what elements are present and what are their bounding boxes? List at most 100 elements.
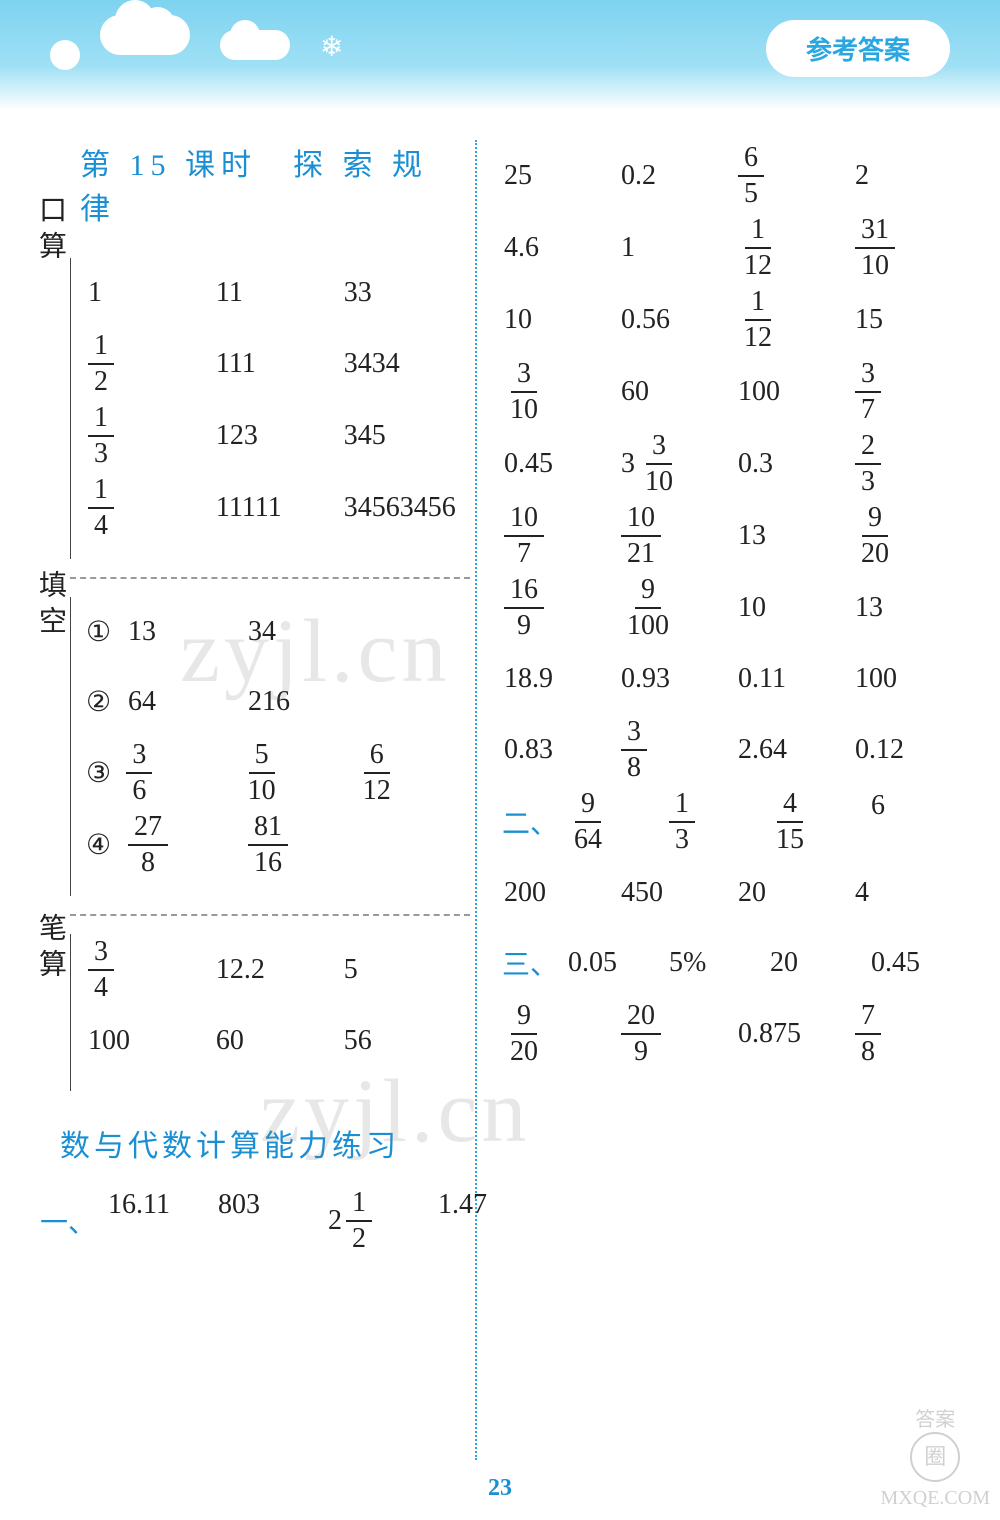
table-row: ③36510612 bbox=[86, 737, 470, 809]
cell: 34 bbox=[86, 934, 214, 1006]
table-row: 0.4533100.323 bbox=[502, 428, 970, 500]
cell: 920 bbox=[853, 500, 970, 572]
cell: 0.11 bbox=[736, 659, 853, 699]
cell: 100 bbox=[736, 372, 853, 412]
cell: 56 bbox=[342, 1021, 470, 1061]
content: 第 15 课时 探 索 规 律 口算 111331211134341312334… bbox=[30, 140, 970, 1460]
dash-divider bbox=[70, 577, 470, 579]
corner-text: 答案 bbox=[915, 1409, 955, 1431]
cell: 10 bbox=[502, 300, 619, 340]
table-row: 18.90.930.11100 bbox=[502, 644, 970, 714]
cell: 0.875 bbox=[736, 1014, 853, 1054]
tiankong-section: ①1334②64216③36510612④2788116 bbox=[70, 597, 470, 896]
cell: 78 bbox=[853, 998, 970, 1070]
label-one: 一、 bbox=[40, 1201, 96, 1241]
cell: 0.93 bbox=[619, 659, 736, 699]
cell: 415 bbox=[768, 786, 869, 858]
cell: 60 bbox=[619, 372, 736, 412]
cell: 16.11 bbox=[106, 1185, 216, 1257]
kousuan-section: 1113312111343413123345141111134563456 bbox=[70, 258, 470, 559]
cell: 34 bbox=[246, 612, 366, 652]
cell: 0.45 bbox=[502, 444, 619, 484]
table-row: 16991001013 bbox=[502, 572, 970, 644]
row-three: 三、 0.055%200.45 bbox=[502, 928, 970, 998]
label-kousuan: 口算 bbox=[30, 195, 70, 267]
label-two: 二、 bbox=[502, 802, 558, 842]
cell: 34563456 bbox=[342, 488, 470, 528]
page-header: ❄ 参考答案 bbox=[0, 0, 1000, 110]
marker: ② bbox=[86, 685, 126, 719]
cell: 1 bbox=[619, 228, 736, 268]
cell: 13 bbox=[126, 612, 246, 652]
row-last: 9202090.87578 bbox=[502, 998, 970, 1070]
cell: 169 bbox=[502, 572, 619, 644]
lesson-title: 第 15 课时 探 索 规 律 bbox=[80, 140, 470, 228]
cell: 920 bbox=[502, 998, 619, 1070]
cell: 8116 bbox=[246, 809, 366, 881]
table-row: 121113434 bbox=[86, 328, 470, 400]
cell: 112 bbox=[736, 212, 853, 284]
cell: 11 bbox=[214, 273, 342, 313]
cell: 310 bbox=[502, 356, 619, 428]
cell: 5% bbox=[667, 943, 768, 983]
snowflake-icon: ❄ bbox=[320, 30, 343, 64]
cell: 2 bbox=[853, 156, 970, 196]
table-row: 1006056 bbox=[86, 1006, 470, 1076]
cell: 123 bbox=[214, 416, 342, 456]
cell: 0.83 bbox=[502, 730, 619, 770]
corner-url: MXQE.COM bbox=[881, 1487, 990, 1509]
cell: 11111 bbox=[214, 488, 342, 528]
table-row: ②64216 bbox=[86, 667, 470, 737]
cell: 36 bbox=[124, 737, 239, 809]
marker: ① bbox=[86, 615, 126, 649]
label-three: 三、 bbox=[502, 943, 558, 983]
table-row: 250.2652 bbox=[502, 140, 970, 212]
cell: 65 bbox=[736, 140, 853, 212]
cell: 1 bbox=[86, 273, 214, 313]
cell: 112 bbox=[736, 284, 853, 356]
row-extra: 200450204 bbox=[502, 858, 970, 928]
table-row: 11133 bbox=[86, 258, 470, 328]
cell: 10 bbox=[736, 588, 853, 628]
cell: 37 bbox=[853, 356, 970, 428]
marker: ③ bbox=[86, 756, 124, 790]
cell: 18.9 bbox=[502, 659, 619, 699]
cell: 12 bbox=[86, 328, 214, 400]
cell: 20 bbox=[768, 943, 869, 983]
table-row: 141111134563456 bbox=[86, 472, 470, 544]
cell: 3110 bbox=[853, 212, 970, 284]
marker: ④ bbox=[86, 828, 126, 862]
cell: 12.2 bbox=[214, 950, 342, 990]
row-two: 二、 964134156 bbox=[502, 786, 970, 858]
cell: 111 bbox=[214, 344, 342, 384]
corner-watermark: 答案 圈 MXQE.COM bbox=[881, 1408, 990, 1510]
cell: 612 bbox=[355, 737, 470, 809]
cell: 964 bbox=[566, 786, 667, 858]
cell: 4 bbox=[853, 873, 970, 913]
cell: 0.2 bbox=[619, 156, 736, 196]
cell: 6 bbox=[869, 786, 970, 858]
cell: 13 bbox=[736, 516, 853, 556]
cell: 212 bbox=[326, 1185, 436, 1257]
cell: 5 bbox=[342, 950, 470, 990]
cell: 3310 bbox=[619, 428, 736, 500]
cell: 510 bbox=[240, 737, 355, 809]
cloud-icon bbox=[100, 15, 190, 55]
table-row: ①1334 bbox=[86, 597, 470, 667]
answer-badge: 参考答案 bbox=[766, 20, 950, 77]
table-row: 13123345 bbox=[86, 400, 470, 472]
cell: 25 bbox=[502, 156, 619, 196]
cell: 0.05 bbox=[566, 943, 667, 983]
cell: 3434 bbox=[342, 344, 470, 384]
table-row: 3106010037 bbox=[502, 356, 970, 428]
table-row: 100.5611215 bbox=[502, 284, 970, 356]
page-number: 23 bbox=[0, 1475, 1000, 1502]
cell: 0.3 bbox=[736, 444, 853, 484]
cell: 14 bbox=[86, 472, 214, 544]
cell: 20 bbox=[736, 873, 853, 913]
cell: 107 bbox=[502, 500, 619, 572]
cell: 1.47 bbox=[436, 1185, 546, 1257]
cell: 803 bbox=[216, 1185, 326, 1257]
cell: 4.6 bbox=[502, 228, 619, 268]
table-row: 0.83382.640.12 bbox=[502, 714, 970, 786]
